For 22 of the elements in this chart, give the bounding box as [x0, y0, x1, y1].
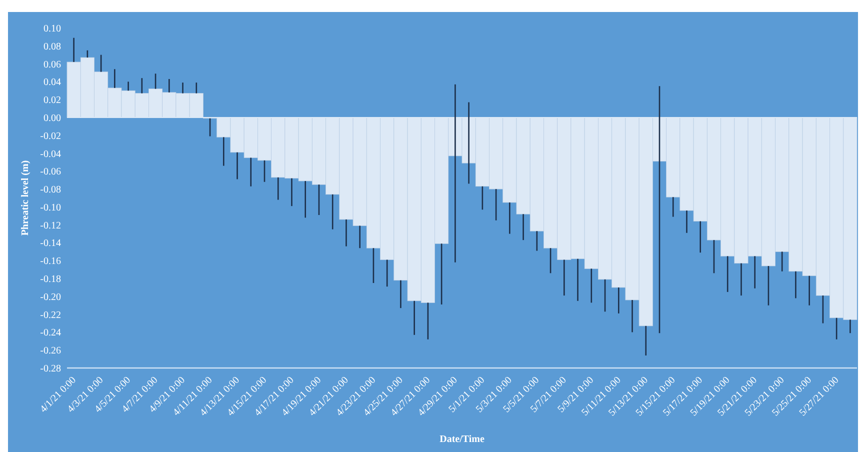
y-tick-label: -0.20	[40, 292, 61, 303]
y-tick-label: -0.16	[40, 256, 61, 268]
y-tick-label: 0.04	[44, 77, 61, 88]
y-tick-label: -0.04	[40, 148, 61, 160]
y-tick-label: -0.26	[40, 346, 61, 357]
y-axis-title: Phreatic level (m)	[20, 160, 31, 236]
y-tick-label: -0.14	[40, 238, 61, 250]
y-tick-label: -0.22	[40, 310, 61, 321]
y-tick-label: 0.10	[44, 24, 61, 34]
y-tick-label: -0.06	[40, 166, 61, 178]
y-tick-label: -0.24	[40, 328, 61, 339]
y-tick-label: 0.00	[44, 112, 61, 124]
y-tick-label: 0.06	[44, 59, 61, 70]
y-tick-label: 0.08	[44, 41, 61, 52]
y-tick-label: -0.12	[40, 220, 61, 232]
y-tick-label: -0.08	[40, 184, 61, 196]
y-tick-label: -0.28	[40, 364, 61, 374]
x-axis-title: Date/Time	[440, 434, 485, 445]
y-tick-label: -0.18	[40, 274, 61, 286]
y-tick-label: 0.02	[44, 95, 61, 106]
y-tick-label: -0.02	[40, 130, 61, 142]
y-tick-label: -0.10	[40, 202, 61, 214]
